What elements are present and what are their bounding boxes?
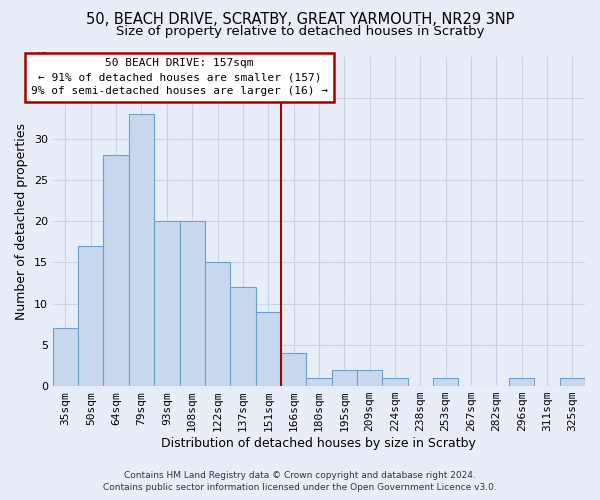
Bar: [306, 378, 332, 386]
Bar: [256, 312, 281, 386]
Bar: [433, 378, 458, 386]
Y-axis label: Number of detached properties: Number of detached properties: [15, 123, 28, 320]
Bar: [205, 262, 230, 386]
Bar: [332, 370, 357, 386]
Bar: [53, 328, 78, 386]
X-axis label: Distribution of detached houses by size in Scratby: Distribution of detached houses by size …: [161, 437, 476, 450]
Bar: [129, 114, 154, 386]
Bar: [179, 222, 205, 386]
Bar: [78, 246, 103, 386]
Text: Contains HM Land Registry data © Crown copyright and database right 2024.
Contai: Contains HM Land Registry data © Crown c…: [103, 471, 497, 492]
Bar: [560, 378, 585, 386]
Bar: [154, 222, 179, 386]
Text: Size of property relative to detached houses in Scratby: Size of property relative to detached ho…: [116, 25, 484, 38]
Text: 50, BEACH DRIVE, SCRATBY, GREAT YARMOUTH, NR29 3NP: 50, BEACH DRIVE, SCRATBY, GREAT YARMOUTH…: [86, 12, 514, 28]
Bar: [103, 156, 129, 386]
Text: 50 BEACH DRIVE: 157sqm
← 91% of detached houses are smaller (157)
9% of semi-det: 50 BEACH DRIVE: 157sqm ← 91% of detached…: [31, 58, 328, 96]
Bar: [281, 353, 306, 386]
Bar: [509, 378, 535, 386]
Bar: [357, 370, 382, 386]
Bar: [230, 287, 256, 386]
Bar: [382, 378, 407, 386]
